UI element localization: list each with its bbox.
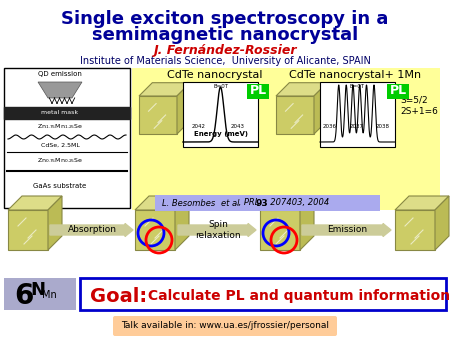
Polygon shape [8, 210, 48, 250]
Polygon shape [276, 83, 327, 96]
Text: Absorption: Absorption [68, 225, 117, 235]
Text: ., PRL: ., PRL [236, 198, 259, 208]
Polygon shape [135, 210, 175, 250]
Text: L. Besombes: L. Besombes [162, 198, 218, 208]
FancyArrow shape [302, 223, 391, 237]
FancyArrow shape [50, 223, 133, 237]
Text: Mn: Mn [42, 290, 57, 300]
Text: Spin
relaxation: Spin relaxation [195, 220, 241, 240]
Polygon shape [260, 210, 300, 250]
Text: 6: 6 [14, 282, 33, 310]
Polygon shape [314, 83, 327, 134]
Text: Emission: Emission [328, 225, 368, 235]
Text: 93: 93 [256, 198, 269, 208]
Bar [4, 107, 130, 119]
FancyBboxPatch shape [247, 84, 269, 99]
Text: 2042: 2042 [192, 124, 206, 129]
Text: 2037: 2037 [350, 124, 364, 129]
Text: S=5/2: S=5/2 [400, 96, 428, 104]
Text: GaAs substrate: GaAs substrate [33, 183, 86, 189]
FancyBboxPatch shape [320, 82, 395, 147]
Text: Energy (meV): Energy (meV) [194, 131, 248, 137]
Text: Calculate PL and quantum information: Calculate PL and quantum information [143, 289, 450, 303]
Text: J. Fernández-Rossier: J. Fernández-Rossier [153, 44, 297, 57]
Polygon shape [276, 96, 314, 134]
Text: $\mathrm{Zn_{0.75}Mn_{0.25}Se}$: $\mathrm{Zn_{0.75}Mn_{0.25}Se}$ [37, 156, 83, 165]
Text: N: N [30, 281, 45, 299]
Text: , 207403, 2004: , 207403, 2004 [265, 198, 329, 208]
Text: B=0T: B=0T [350, 84, 365, 89]
FancyBboxPatch shape [183, 82, 258, 147]
Text: 2043: 2043 [231, 124, 245, 129]
Text: metal mask: metal mask [41, 111, 79, 116]
Polygon shape [260, 196, 314, 210]
Text: PL: PL [249, 84, 266, 97]
FancyBboxPatch shape [387, 84, 409, 99]
FancyBboxPatch shape [113, 316, 337, 336]
FancyBboxPatch shape [80, 278, 446, 310]
Polygon shape [300, 196, 314, 250]
Text: CdTe nanocrystal: CdTe nanocrystal [167, 70, 263, 80]
FancyBboxPatch shape [4, 68, 130, 208]
Polygon shape [139, 83, 190, 96]
Polygon shape [395, 196, 449, 210]
Polygon shape [38, 82, 82, 98]
Text: 2038: 2038 [376, 124, 390, 129]
Polygon shape [48, 196, 62, 250]
Text: CdSe, 2.5ML: CdSe, 2.5ML [40, 143, 80, 147]
Text: et al: et al [221, 198, 239, 208]
Text: B=0T: B=0T [213, 84, 228, 89]
Polygon shape [395, 210, 435, 250]
Polygon shape [435, 196, 449, 250]
Text: QD emission: QD emission [38, 71, 82, 77]
Polygon shape [177, 83, 190, 134]
Text: Institute of Materials Science,  University of Alicante, SPAIN: Institute of Materials Science, Universi… [80, 56, 370, 66]
FancyArrow shape [178, 223, 256, 237]
FancyBboxPatch shape [132, 68, 440, 210]
FancyBboxPatch shape [155, 195, 380, 211]
Polygon shape [135, 196, 189, 210]
Polygon shape [175, 196, 189, 250]
Text: Talk available in: www.ua.es/jfrossier/personal: Talk available in: www.ua.es/jfrossier/p… [121, 321, 329, 331]
Text: semimagnetic nanocrystal: semimagnetic nanocrystal [92, 26, 358, 44]
Text: 2036: 2036 [323, 124, 337, 129]
Polygon shape [139, 96, 177, 134]
Text: Goal:: Goal: [90, 287, 147, 306]
Text: CdTe nanocrystal+ 1Mn: CdTe nanocrystal+ 1Mn [289, 70, 421, 80]
Text: PL: PL [389, 84, 406, 97]
Text: $\mathrm{Zn_{1.75}Mn_{1.25}Se}$: $\mathrm{Zn_{1.75}Mn_{1.25}Se}$ [37, 123, 83, 131]
Polygon shape [8, 196, 62, 210]
Text: Single exciton spectroscopy in a: Single exciton spectroscopy in a [61, 10, 389, 28]
FancyBboxPatch shape [4, 278, 76, 310]
Text: 2S+1=6: 2S+1=6 [400, 107, 438, 117]
